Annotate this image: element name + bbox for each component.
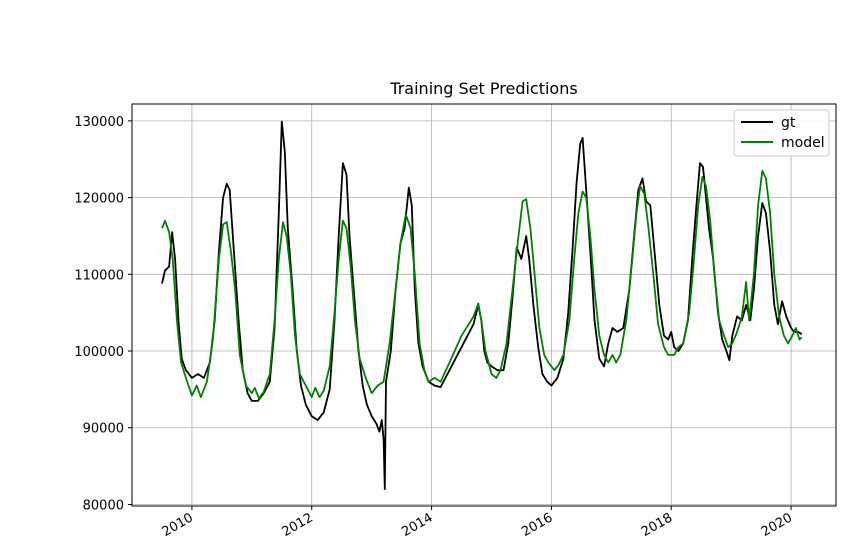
y-tick-label: 120000 [74,192,124,207]
y-tick-label: 110000 [74,268,124,283]
x-tick-label: 2020 [759,510,795,540]
series-line-gt [161,120,803,490]
y-tick-label: 90000 [83,422,124,437]
x-tick-label: 2012 [280,510,316,540]
x-tick-label: 2018 [639,510,675,540]
legend-label-model: model [781,135,825,151]
x-tick-label: 2014 [399,510,435,540]
x-tick-label: 2016 [519,510,555,540]
series-line-model [161,169,803,400]
legend: gt model [733,109,830,157]
legend-label-gt: gt [781,115,796,131]
plot-frame [131,103,837,507]
series-group [161,120,803,490]
y-tick-label: 130000 [74,115,124,130]
y-tick-label: 100000 [74,345,124,360]
x-tick-label: 2010 [160,510,196,540]
chart-title: Training Set Predictions [389,79,577,98]
y-tick-label: 80000 [83,498,124,513]
